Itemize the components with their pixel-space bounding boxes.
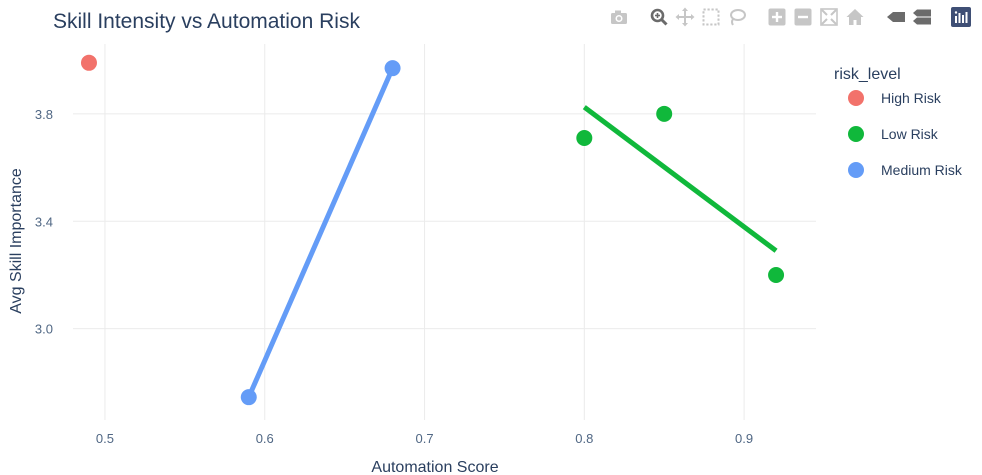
hover-closest-icon[interactable] (884, 6, 906, 28)
modebar-group (646, 6, 750, 28)
plotly-logo-icon[interactable] (950, 6, 972, 28)
point-medium-risk[interactable] (384, 60, 401, 77)
lasso-select-icon[interactable] (726, 6, 748, 28)
point-low-risk[interactable] (576, 130, 593, 146)
point-low-risk[interactable] (656, 105, 673, 122)
x-tick-label: 0.6 (256, 431, 274, 446)
chart-title: Skill Intensity vs Automation Risk (53, 10, 360, 33)
y-axis-ticks: 3.0 3.4 3.8 (35, 107, 53, 337)
x-tick-label: 0.9 (735, 431, 753, 446)
legend-marker[interactable] (848, 90, 864, 106)
modebar-group (882, 6, 934, 28)
reset-axes-icon[interactable] (844, 6, 866, 28)
point-low-risk[interactable] (768, 266, 785, 283)
data-points (80, 54, 785, 406)
y-tick-label: 3.8 (35, 107, 53, 122)
y-tick-label: 3.4 (35, 214, 53, 229)
grid-lines (73, 44, 816, 420)
x-tick-label: 0.8 (575, 431, 593, 446)
zoom-out-icon[interactable] (792, 6, 814, 28)
camera-icon[interactable] (608, 6, 630, 28)
y-axis-label: Avg Skill Importance (8, 168, 25, 314)
legend-marker[interactable] (848, 162, 864, 178)
point-high-risk[interactable] (80, 54, 97, 71)
x-tick-label: 0.5 (96, 431, 114, 446)
box-select-icon[interactable] (700, 6, 722, 28)
legend: risk_level High Risk Low Risk Medium Risk (834, 66, 963, 178)
zoom-icon[interactable] (648, 6, 670, 28)
autoscale-icon[interactable] (818, 6, 840, 28)
modebar (592, 6, 974, 28)
modebar-group (764, 6, 868, 28)
hover-compare-icon[interactable] (910, 6, 932, 28)
point-medium-risk[interactable] (240, 389, 257, 406)
x-axis-ticks: 0.5 0.6 0.7 0.8 0.9 (96, 431, 753, 446)
trendline-low-risk (582, 105, 778, 253)
legend-item-label[interactable]: High Risk (881, 90, 942, 106)
x-tick-label: 0.7 (415, 431, 433, 446)
x-axis-label: Automation Score (371, 459, 498, 475)
modebar-group (606, 6, 632, 28)
legend-item-label[interactable]: Medium Risk (881, 162, 963, 178)
trendlines (246, 67, 778, 399)
zoom-in-icon[interactable] (766, 6, 788, 28)
pan-icon[interactable] (674, 6, 696, 28)
legend-marker[interactable] (848, 126, 864, 142)
y-tick-label: 3.0 (35, 322, 53, 337)
trendline-medium-risk (246, 67, 395, 399)
legend-item-label[interactable]: Low Risk (881, 126, 939, 142)
legend-title: risk_level (834, 66, 901, 83)
modebar-group (948, 6, 974, 28)
